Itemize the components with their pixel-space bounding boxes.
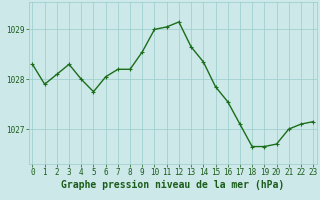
X-axis label: Graphe pression niveau de la mer (hPa): Graphe pression niveau de la mer (hPa) — [61, 180, 284, 190]
